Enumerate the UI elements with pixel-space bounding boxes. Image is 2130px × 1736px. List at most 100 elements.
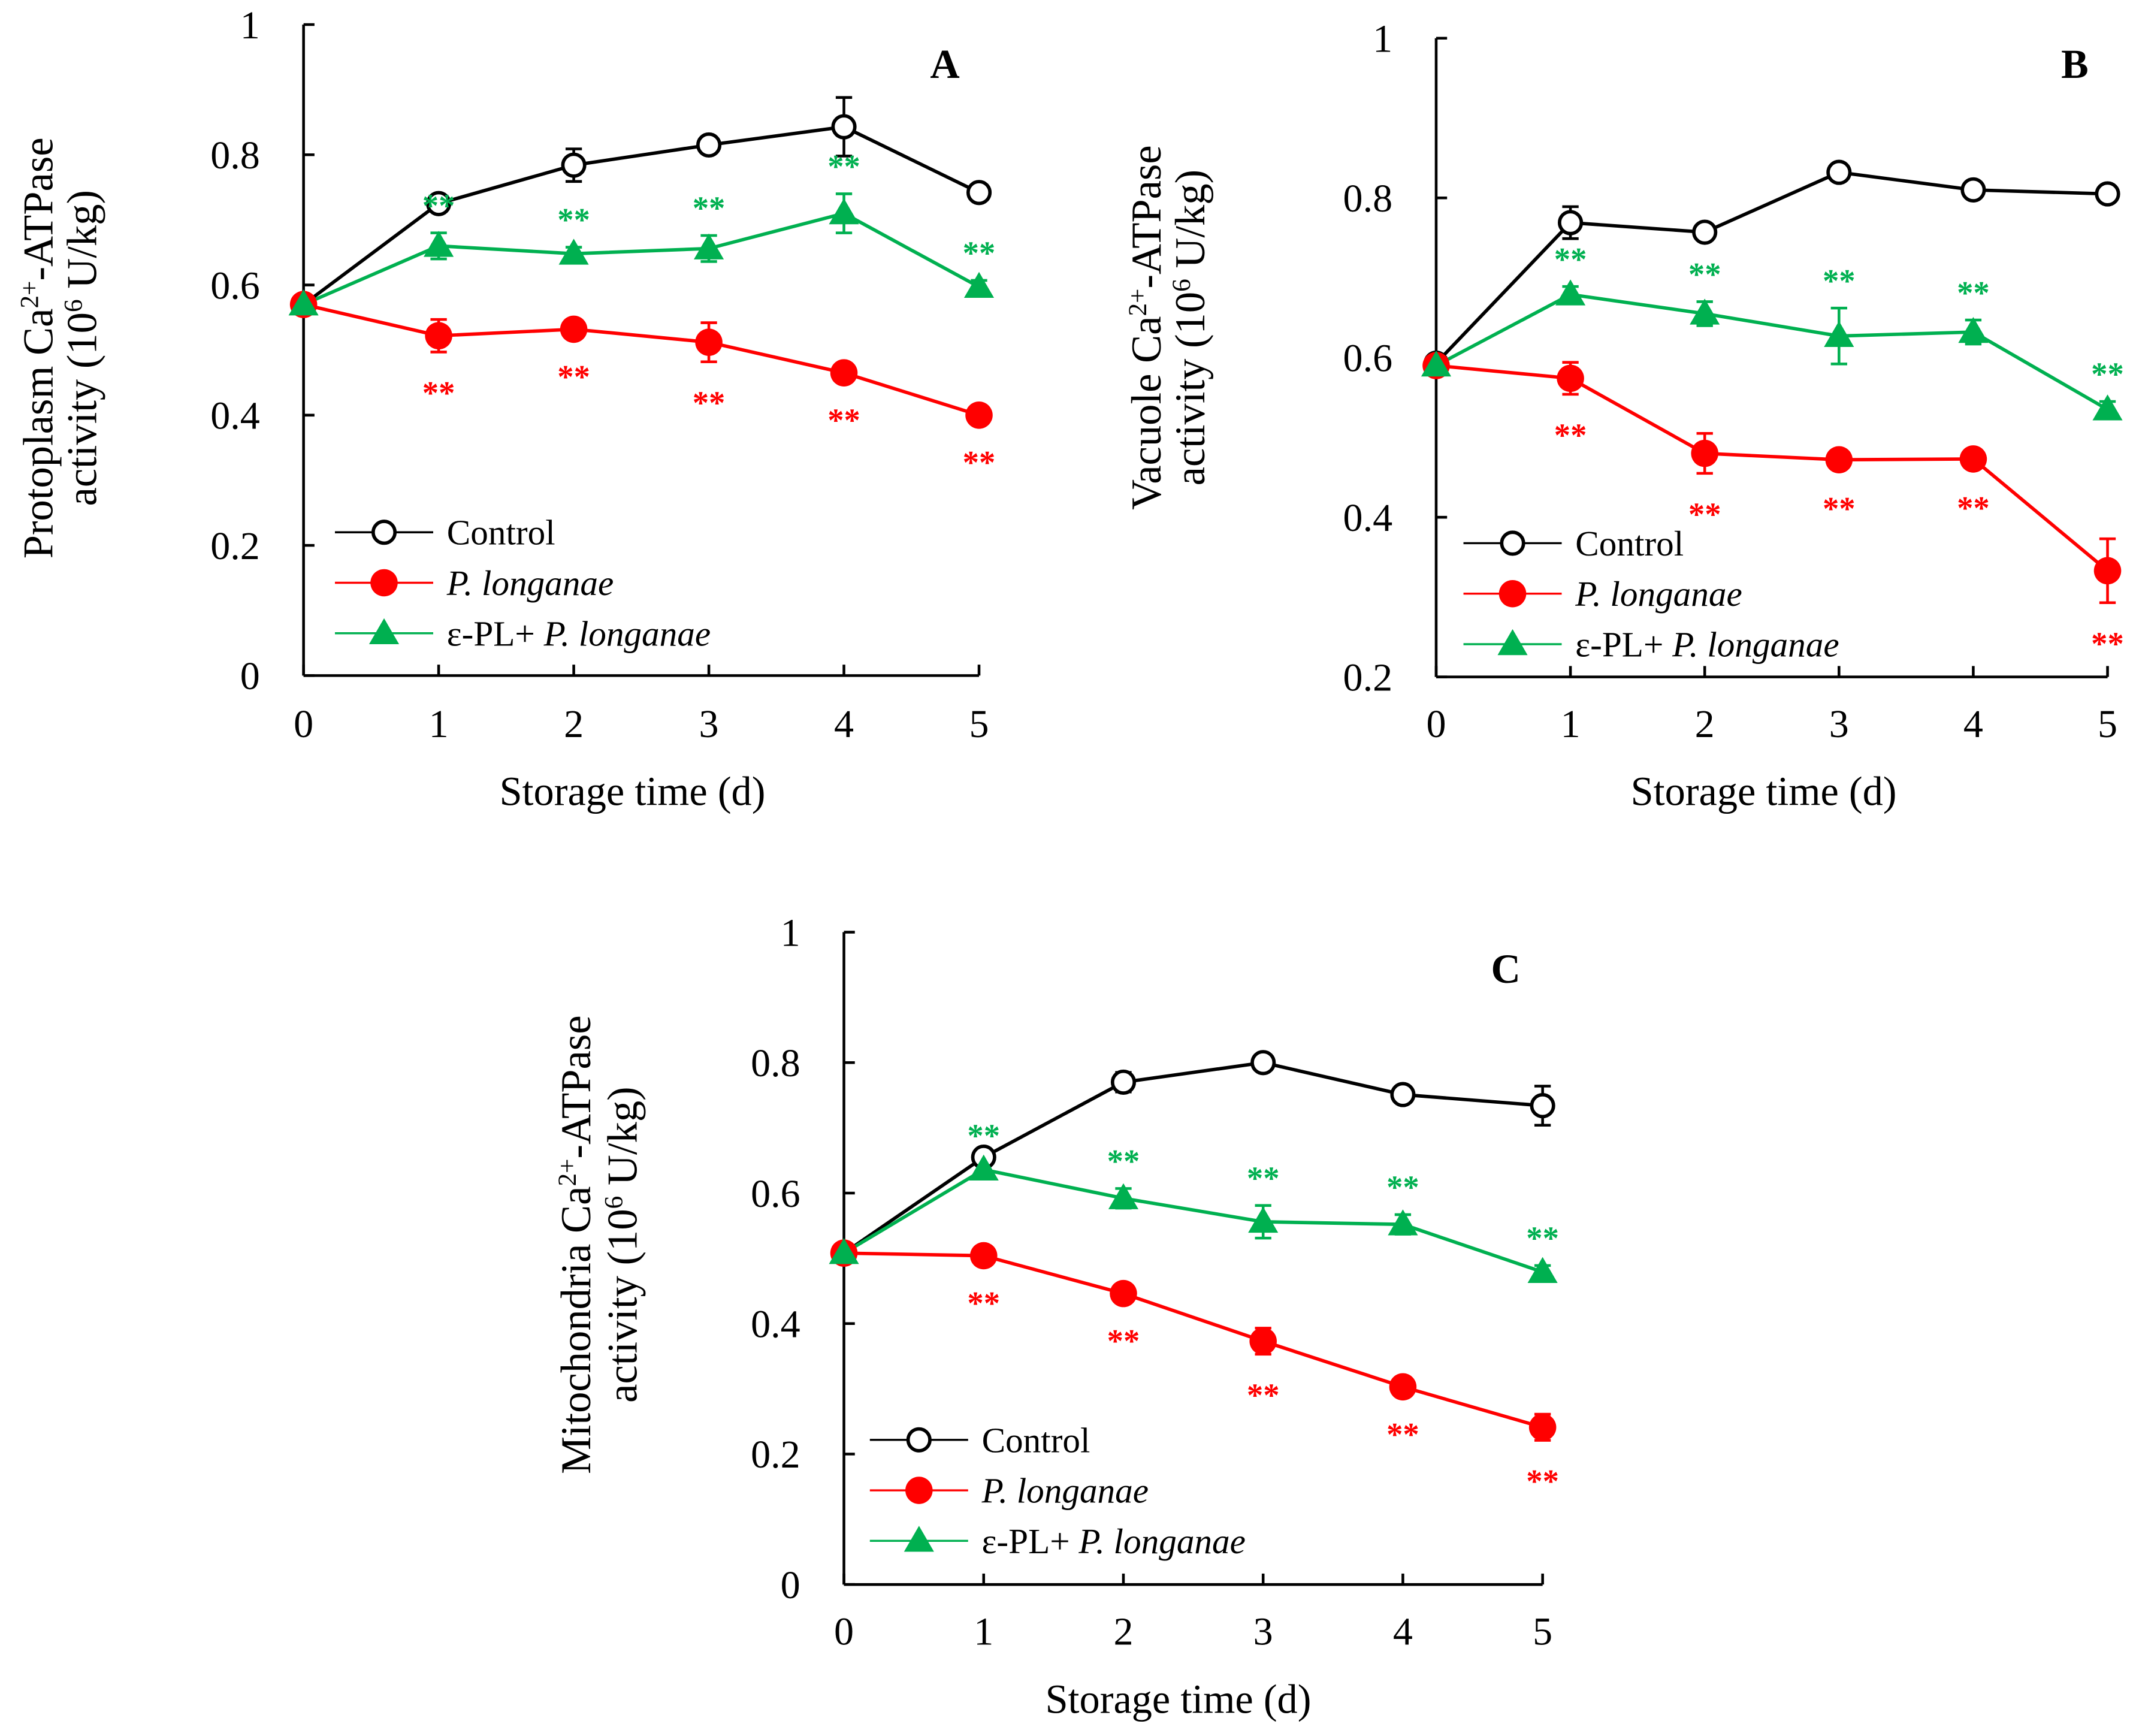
y-tick-label: 0.4 (210, 394, 260, 438)
y-axis-title-part: Mitochondria Ca (553, 1186, 600, 1474)
data-point (2093, 557, 2122, 585)
data-point (1527, 1257, 1558, 1283)
significance-mark: ** (1957, 274, 1990, 311)
legend-label-part: ε-PL+ (447, 614, 544, 653)
y-tick-label: 0 (781, 1563, 800, 1607)
y-axis-title-line: Vacuole Ca2+-ATPase (1123, 145, 1170, 510)
y-axis-title-part: Protoplasm Ca (16, 309, 62, 559)
data-point (2092, 394, 2123, 421)
data-point (1558, 210, 1584, 236)
legend-label: Control (982, 1420, 1090, 1460)
data-point (1421, 350, 1452, 377)
legend-marker (1500, 530, 1525, 556)
legend-marker (906, 1427, 932, 1453)
legend-marker (905, 1477, 933, 1504)
y-axis-title-part: U/kg) (599, 1086, 646, 1195)
y-axis-title-line: activity (106 U/kg) (1167, 170, 1214, 485)
x-tick-label: 5 (2098, 702, 2117, 746)
significance-mark: ** (1247, 1376, 1280, 1413)
y-tick-label: 0.6 (1343, 336, 1393, 380)
legend-label: ε-PL+ P. longanae (1575, 624, 1839, 664)
y-tick-label: 0.2 (210, 524, 260, 568)
legend-label-species: P. longanae (1078, 1521, 1245, 1561)
x-tick-label: 1 (1561, 702, 1581, 746)
data-point (1825, 446, 1853, 474)
y-axis-title-part: Vacuole Ca (1123, 316, 1170, 510)
legend-label-species: P. longanae (1575, 574, 1742, 614)
data-point (560, 315, 588, 343)
chart-panel-A: 0 0.2 0.4 0.6 0.8 1 0 1 2 3 4 5 Storage time (d) Prot… (16, 4, 996, 814)
data-point (1528, 1414, 1557, 1441)
data-point (1824, 321, 1854, 347)
data-point (1557, 364, 1584, 393)
y-axis-title-part: 2+ (1123, 288, 1152, 316)
y-axis-title-line: activity (106 U/kg) (59, 190, 105, 506)
x-tick-label: 3 (1253, 1610, 1273, 1653)
y-tick-label: 0.2 (751, 1433, 800, 1477)
x-tick-label: 2 (564, 702, 584, 746)
data-point (968, 1154, 999, 1181)
legend-marker (904, 1526, 934, 1552)
y-tick-label: 0.4 (751, 1303, 800, 1346)
legend-label-species: P. longanae (446, 563, 614, 603)
significance-mark: ** (1554, 241, 1587, 277)
x-tick-label: 5 (1533, 1610, 1552, 1653)
y-tick-label: 1 (240, 4, 260, 47)
series-line (303, 303, 980, 417)
legend-label-part: ε-PL+ (1575, 624, 1672, 664)
data-point (1248, 1206, 1279, 1233)
y-tick-label: 0.8 (1343, 177, 1393, 221)
legend-marker (371, 520, 397, 545)
data-point (963, 271, 995, 298)
data-point (695, 328, 723, 356)
data-point (1110, 1279, 1137, 1308)
data-point (1108, 1183, 1139, 1209)
y-axis-title-part: 6 (59, 299, 87, 312)
legend-label-species: P. longanae (981, 1471, 1149, 1511)
data-point (426, 191, 452, 216)
data-point (1389, 1373, 1417, 1401)
significance-mark: ** (1823, 262, 1856, 299)
significance-mark: ** (963, 235, 996, 271)
panel-letter: C (1491, 946, 1520, 992)
y-axis-title-part: 6 (599, 1196, 628, 1209)
significance-mark: ** (557, 358, 590, 395)
data-point (696, 132, 722, 158)
data-point (830, 359, 858, 387)
data-point (1555, 279, 1586, 306)
y-tick-label: 0.2 (1343, 656, 1393, 699)
y-axis-title-part: 6 (1167, 279, 1196, 292)
significance-mark: ** (967, 1285, 1000, 1321)
x-tick-label: 2 (1113, 1610, 1133, 1653)
significance-mark: ** (422, 187, 455, 224)
x-tick-label: 4 (1963, 702, 1983, 746)
y-tick-label: 0.8 (210, 134, 260, 177)
significance-mark: ** (1386, 1416, 1419, 1453)
legend-label: P. longanae (981, 1471, 1149, 1511)
panel-letter: A (930, 41, 959, 87)
x-axis-title: Storage time (d) (1631, 769, 1897, 814)
data-point (1250, 1050, 1276, 1076)
y-tick-label: 1 (1373, 17, 1392, 61)
x-axis-title: Storage time (d) (500, 769, 766, 814)
y-tick-label: 0 (240, 654, 260, 698)
data-point (1390, 1082, 1416, 1107)
series-line (1434, 170, 2108, 365)
significance-mark: ** (1554, 417, 1587, 454)
data-point (424, 231, 454, 257)
data-point (1826, 159, 1852, 185)
y-axis-title-part: -ATPase (553, 1015, 600, 1158)
legend-label: P. longanae (1575, 574, 1742, 614)
data-point (288, 289, 319, 316)
data-point (829, 198, 859, 225)
y-tick-label: 1 (781, 911, 800, 955)
y-axis-title-line: Mitochondria Ca2+-ATPase (553, 1015, 600, 1474)
chart-panel-C: 0 0.2 0.4 0.6 0.8 1 0 1 2 3 4 5 Storage time (d) Mito… (553, 911, 1559, 1722)
legend-label-species: P. longanae (1672, 624, 1839, 664)
y-axis-title-part: 2+ (16, 281, 44, 309)
significance-mark: ** (967, 1118, 1000, 1154)
significance-mark: ** (1957, 490, 1990, 526)
significance-mark: ** (693, 190, 726, 227)
